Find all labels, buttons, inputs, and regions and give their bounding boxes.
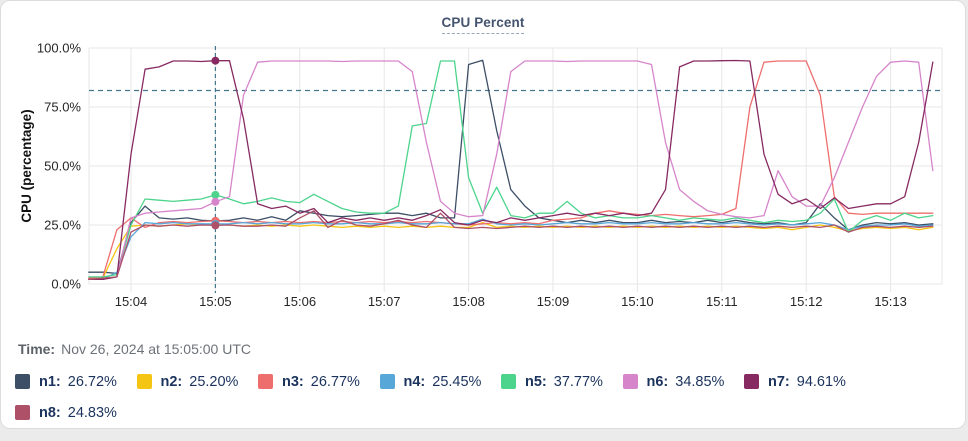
- legend-swatch-n5: [501, 374, 516, 389]
- legend-series-value: 94.61%: [796, 373, 846, 390]
- x-tick-label: 15:08: [452, 294, 485, 309]
- legend-swatch-n6: [622, 374, 638, 389]
- legend-item-n8[interactable]: n8: 24.83%: [9, 397, 131, 428]
- series-line-n4: [88, 218, 934, 280]
- legend-item-n7[interactable]: n7: 94.61%: [738, 366, 860, 397]
- y-tick-label: 25.0%: [44, 218, 81, 233]
- crosshair-dot-n5: [211, 190, 220, 199]
- x-tick-label: 15:07: [368, 294, 401, 309]
- legend-item-n1[interactable]: n1: 26.72%: [9, 366, 131, 397]
- legend-item-n4[interactable]: n4: 25.45%: [374, 366, 496, 397]
- legend-series-name: n8:: [39, 404, 61, 421]
- crosshair-dot-n6: [211, 197, 220, 206]
- legend-swatch-n1: [15, 374, 30, 389]
- chart-card: CPU Percent 0.0% 25.0% 50.0% 75.0% 100.0% 15:…: [0, 0, 966, 429]
- series-line-n6: [88, 60, 934, 280]
- x-tick-label: 15:11: [706, 294, 738, 309]
- series-line-n3: [88, 60, 934, 279]
- legend-series-name: n4:: [403, 373, 426, 390]
- legend-series-value: 34.85%: [675, 373, 725, 390]
- legend-series-value: 26.77%: [310, 373, 360, 390]
- legend-item-n2[interactable]: n2: 25.20%: [131, 366, 253, 397]
- chart-legend: n1: 26.72% n2: 25.20% n3: 26.77% n4: 25.45% n5: 3…: [9, 366, 959, 428]
- x-tick-label: 15:05: [199, 294, 232, 309]
- chart-title-text[interactable]: CPU Percent: [441, 15, 525, 34]
- legend-series-value: 24.83%: [67, 404, 117, 421]
- time-row: Time: Nov 26, 2024 at 15:05:00 UTC: [18, 341, 251, 357]
- y-tick-label: 75.0%: [44, 100, 81, 115]
- legend-series-value: 25.45%: [432, 373, 482, 390]
- legend-series-name: n2:: [160, 373, 183, 390]
- legend-swatch-n8: [15, 405, 30, 420]
- x-tick-label: 15:10: [621, 294, 654, 309]
- x-tick-label: 15:12: [790, 294, 823, 309]
- crosshair-dot-n7: [211, 56, 220, 65]
- time-value: Nov 26, 2024 at 15:05:00 UTC: [61, 341, 251, 357]
- series-line-n5: [88, 60, 934, 278]
- legend-item-n5[interactable]: n5: 37.77%: [495, 366, 617, 397]
- legend-series-name: n3:: [282, 373, 304, 390]
- legend-item-n3[interactable]: n3: 26.77%: [252, 366, 374, 397]
- legend-series-name: n1:: [39, 373, 61, 390]
- legend-series-value: 25.20%: [189, 373, 239, 390]
- chart-title: CPU Percent: [1, 14, 965, 34]
- x-tick-label: 15:09: [537, 294, 570, 309]
- series-line-n7: [88, 59, 934, 280]
- crosshair-dot-n8: [211, 221, 220, 230]
- y-tick-label: 0.0%: [51, 277, 81, 292]
- x-tick-label: 15:13: [874, 294, 907, 309]
- time-label: Time:: [18, 341, 56, 357]
- y-tick-label: 50.0%: [44, 159, 81, 174]
- legend-series-name: n6:: [646, 373, 669, 390]
- legend-swatch-n7: [744, 374, 759, 389]
- legend-swatch-n4: [379, 374, 395, 389]
- legend-series-name: n7:: [768, 373, 790, 390]
- x-tick-label: 15:04: [115, 294, 148, 309]
- cpu-line-chart[interactable]: 0.0% 25.0% 50.0% 75.0% 100.0% 15:04 15:05 15:06…: [1, 1, 966, 326]
- x-tick-label: 15:06: [284, 294, 317, 309]
- y-axis-title: CPU (percentage): [19, 109, 34, 222]
- legend-series-value: 37.77%: [553, 373, 603, 390]
- legend-swatch-n2: [136, 374, 152, 389]
- series-line-n8: [88, 210, 934, 280]
- y-tick-label: 100.0%: [37, 41, 82, 56]
- legend-swatch-n3: [258, 374, 273, 389]
- legend-series-name: n5:: [525, 373, 547, 390]
- legend-item-n6[interactable]: n6: 34.85%: [617, 366, 739, 397]
- legend-series-value: 26.72%: [67, 373, 117, 390]
